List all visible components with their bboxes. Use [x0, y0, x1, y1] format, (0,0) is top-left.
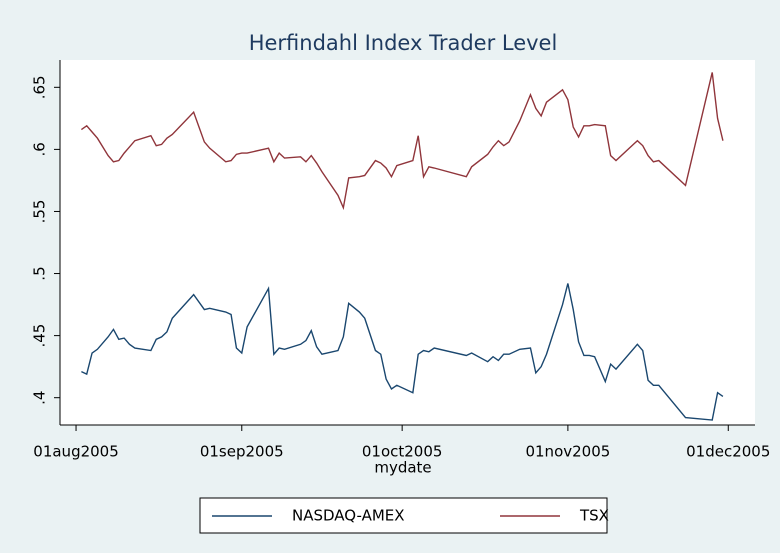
x-tick-label: 01sep2005 [200, 443, 284, 461]
y-tick-label: .55 [31, 200, 49, 224]
chart-title: Herfindahl Index Trader Level [249, 31, 558, 55]
x-axis-title: mydate [374, 459, 431, 477]
y-tick-label: .5 [31, 266, 49, 280]
y-tick-label: .4 [31, 391, 49, 405]
y-tick-label: .45 [31, 324, 49, 348]
x-tick-label: 01aug2005 [33, 443, 118, 461]
legend-label: TSX [579, 507, 609, 525]
y-tick-label: .6 [31, 142, 49, 156]
y-tick-label: .65 [31, 75, 49, 99]
x-tick-label: 01dec2005 [686, 443, 770, 461]
x-tick-label: 01nov2005 [525, 443, 610, 461]
series-line [80, 72, 724, 211]
x-tick-label: 01oct2005 [362, 443, 443, 461]
legend-label: NASDAQ-AMEX [292, 507, 405, 525]
series-line [81, 283, 724, 421]
plot-area [60, 60, 755, 425]
